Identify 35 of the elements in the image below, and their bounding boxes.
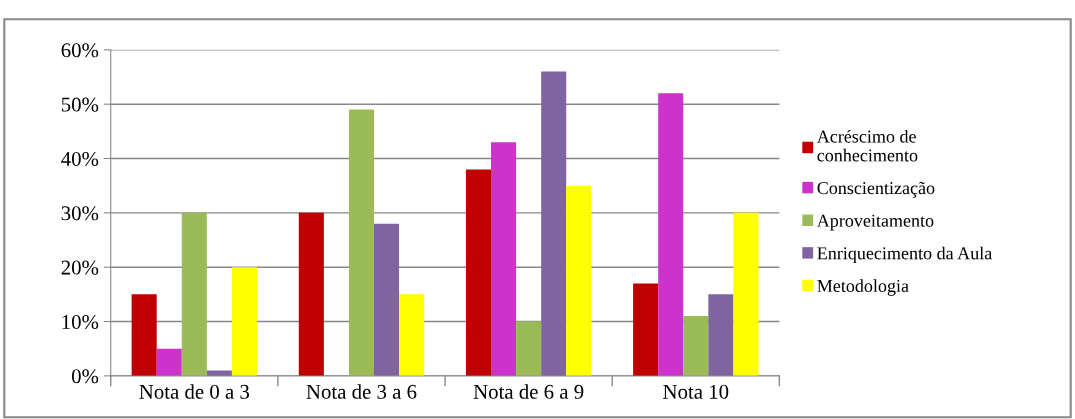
- legend-label: Aproveitamento: [816, 214, 934, 231]
- bar: [399, 294, 425, 376]
- bar: [683, 316, 709, 376]
- y-tick-label: 10%: [62, 314, 99, 330]
- bar: [231, 267, 257, 376]
- legend-label: Conscientização: [817, 181, 935, 198]
- bar: [374, 223, 400, 376]
- x-tick-label: Nota 10: [663, 384, 729, 399]
- bar: [658, 93, 684, 376]
- bar: [491, 142, 517, 376]
- bar: [541, 71, 567, 376]
- legend-label: Metodologia: [817, 279, 909, 296]
- bar: [181, 212, 207, 376]
- y-tick-label: 30%: [61, 206, 99, 221]
- y-tick-label: 20%: [61, 260, 99, 275]
- bar: [516, 321, 542, 376]
- legend-label: Enriquecimento da Aula: [817, 246, 992, 264]
- x-tick-label: Nota de 3 a 6: [306, 384, 417, 399]
- legend-label: Acréscimo de conhecimento: [816, 129, 918, 162]
- bar: [708, 294, 734, 376]
- bar: [465, 169, 492, 376]
- bar: [348, 109, 375, 376]
- bar: [206, 370, 232, 376]
- bar: [131, 294, 157, 376]
- x-tick-label: Nota de 0 a 3: [139, 384, 250, 399]
- bar: [566, 185, 592, 376]
- y-tick-label: 50%: [61, 97, 99, 112]
- bar: [298, 212, 324, 376]
- bar: [633, 283, 659, 376]
- bar: [156, 348, 182, 376]
- y-tick-label: 60%: [61, 43, 99, 58]
- bar: [733, 212, 759, 376]
- y-tick-label: 40%: [61, 151, 99, 167]
- y-tick-label: 0%: [71, 369, 99, 384]
- x-tick-label: Nota de 6 a 9: [473, 384, 584, 399]
